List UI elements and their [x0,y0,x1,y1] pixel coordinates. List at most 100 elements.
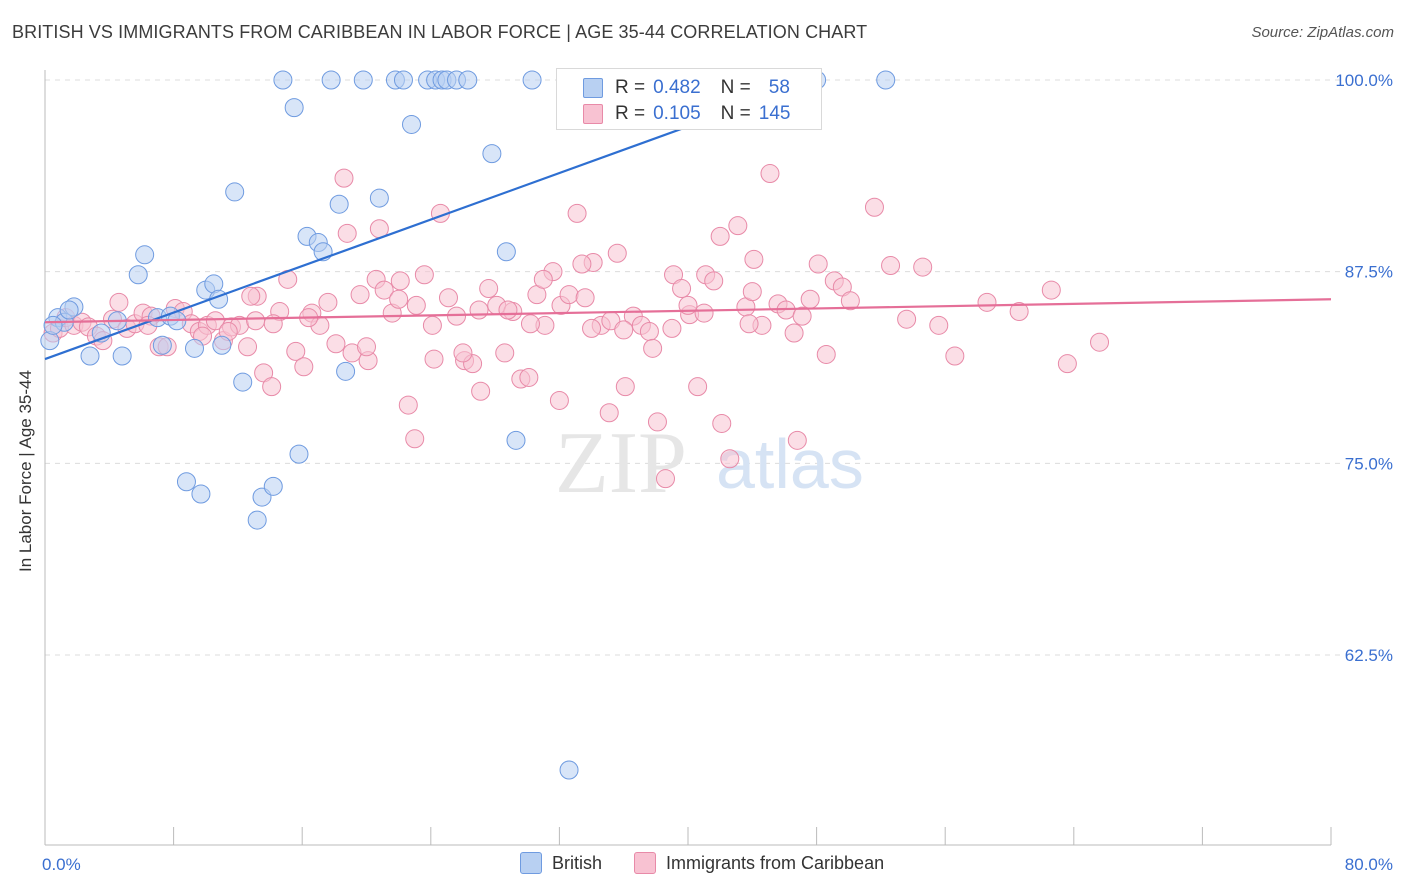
caribbean-point [599,403,619,423]
caribbean-point [728,216,748,236]
caribbean-point [1057,354,1077,374]
caribbean-point [479,279,499,299]
bottom-legend: British Immigrants from Caribbean [520,852,906,874]
caribbean-point [398,395,418,415]
caribbean-trend-line [44,298,1332,324]
british-r-value: 0.482 [653,77,701,98]
caribbean-point [739,314,759,334]
british-n-value: 58 [768,77,790,98]
chart-title: BRITISH VS IMMIGRANTS FROM CARIBBEAN IN … [12,22,868,42]
caribbean-point [787,430,807,450]
british-point [176,472,196,492]
caribbean-point [881,256,901,276]
british-r-label: R = [615,77,646,98]
caribbean-point [704,271,724,291]
caribbean-point [694,303,714,323]
caribbean-point [567,203,587,223]
caribbean-point [742,282,762,302]
british-point [225,182,245,202]
caribbean-point [447,306,467,326]
caribbean-point [929,315,949,335]
caribbean-point [615,377,635,397]
caribbean-point [710,226,730,246]
caribbean-point [498,300,518,320]
caribbean-point [390,271,410,291]
caribbean-r-label: R = [615,103,646,124]
british-point [247,510,267,530]
caribbean-point [334,168,354,188]
caribbean-point [864,197,884,217]
caribbean-point [712,413,732,433]
caribbean-point [326,334,346,354]
caribbean-point [495,343,515,363]
british-stats-row: R = 0.482 N = 58 [615,76,790,100]
british-n-label: N = [720,77,751,98]
legend-item-british[interactable]: British [520,852,602,874]
british-point [522,70,542,90]
caribbean-point [572,254,592,274]
caribbean-point [469,300,489,320]
caribbean-n-label: N = [720,103,751,124]
british-point [496,242,516,262]
caribbean-point [1090,332,1110,352]
caribbean-point [109,292,129,312]
british-point [336,361,356,381]
caribbean-point [559,285,579,305]
caribbean-point [647,412,667,432]
caribbean-point [350,285,370,305]
caribbean-point [533,269,553,289]
x-tick-label-max: 80.0% [1345,855,1393,874]
caribbean-point [945,346,965,366]
caribbean-point [357,337,376,357]
caribbean-point [1041,280,1061,300]
caribbean-r-value: 0.105 [653,103,701,124]
y-tick-label: 62.5% [1345,646,1393,665]
british-stats-swatch [583,78,603,98]
caribbean-point [607,243,627,263]
caribbean-point [414,265,434,285]
caribbean-point [614,320,634,340]
caribbean-point [840,291,860,311]
british-point [289,444,309,464]
caribbean-point [424,349,444,369]
caribbean-point [241,286,261,306]
british-swatch [520,852,542,874]
caribbean-point [639,321,659,341]
caribbean-point [720,449,740,469]
caribbean-point [760,164,780,184]
british-point [263,476,283,496]
british-point [128,265,148,285]
y-tick-label: 100.0% [1335,71,1393,90]
caribbean-point [453,343,473,363]
caribbean-point [792,306,812,326]
x-tick-label-min: 0.0% [42,855,81,874]
british-point [402,114,422,134]
british-point [393,70,413,90]
legend-item-caribbean[interactable]: Immigrants from Caribbean [634,852,884,874]
y-tick-label: 87.5% [1345,263,1393,282]
british-point [284,98,304,118]
caribbean-point [238,337,258,357]
british-point [43,315,63,335]
caribbean-stats-swatch [583,104,603,124]
british-point [321,70,341,90]
caribbean-point [913,257,933,277]
caribbean-point [897,309,917,329]
legend-label-caribbean: Immigrants from Caribbean [666,852,885,873]
caribbean-point [977,292,997,312]
caribbean-point [520,314,540,334]
caribbean-point [672,279,692,299]
caribbean-point [471,381,491,401]
caribbean-swatch [634,852,657,874]
caribbean-point [374,280,394,300]
caribbean-point [744,249,764,269]
caribbean-point [337,223,357,243]
caribbean-point [662,318,682,338]
caribbean-point [389,289,409,309]
british-point [112,346,132,366]
caribbean-point [549,390,569,410]
caribbean-point [286,341,306,361]
british-point [191,484,211,504]
caribbean-point [262,377,282,397]
caribbean-n-value: 145 [758,103,791,124]
